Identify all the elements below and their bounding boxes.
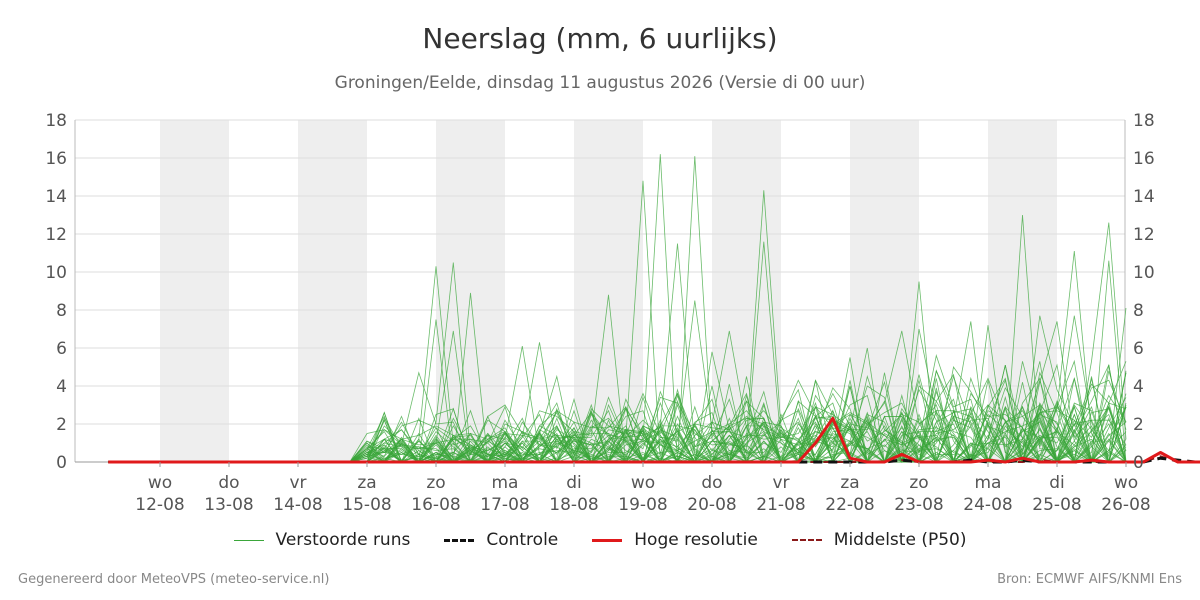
y-tick-right-1: 2 [1133,415,1144,435]
chart-subtitle: Groningen/Eelde, dinsdag 11 augustus 202… [334,73,866,93]
y-tick-right-4: 8 [1133,301,1144,321]
y-tick-left-8: 16 [45,149,67,169]
legend-swatch-control [444,538,475,542]
x-tick-date-2: 14-08 [273,495,322,515]
y-tick-right-7: 14 [1133,187,1155,207]
legend-label-control: Controle [486,530,559,550]
series-line-highres [108,416,1200,464]
shade-band-0 [160,120,229,462]
x-tick-day-5: ma [492,473,519,493]
y-tick-right-9: 18 [1133,111,1155,131]
x-tick-date-7: 19-08 [618,495,667,515]
legend-label-median: Middelste (P50) [833,530,967,550]
shade-band-1 [298,120,367,462]
x-tick-date-14: 26-08 [1101,495,1150,515]
x-tick-date-4: 16-08 [411,495,460,515]
legend-label-highres: Hoge resolutie [634,530,758,550]
x-tick-day-7: wo [631,473,655,493]
x-tick-date-5: 17-08 [480,495,529,515]
y-tick-right-5: 10 [1133,263,1155,283]
y-tick-right-6: 12 [1133,225,1155,245]
x-tick-date-6: 18-08 [549,495,598,515]
x-tick-day-6: di [566,473,582,493]
x-tick-day-11: zo [909,473,928,493]
footer-source: Bron: ECMWF AIFS/KNMI Ens [997,572,1182,587]
footer-generated-by: Gegenereerd door MeteoVPS (meteo-service… [18,572,330,587]
x-tick-date-1: 13-08 [204,495,253,515]
y-tick-left-4: 8 [56,301,67,321]
legend-label-ensemble: Verstoorde runs [275,530,411,550]
y-tick-left-3: 6 [56,339,67,359]
x-tick-day-10: za [840,473,859,493]
x-tick-date-3: 15-08 [342,495,391,515]
legend-item-ensemble[interactable]: Verstoorde runs [233,530,411,550]
y-tick-right-2: 4 [1133,377,1144,397]
x-tick-day-14: wo [1114,473,1138,493]
y-tick-left-5: 10 [45,263,67,283]
shade-band-2 [436,120,505,462]
legend-item-highres[interactable]: Hoge resolutie [592,530,758,550]
x-tick-date-11: 23-08 [894,495,943,515]
x-tick-day-1: do [218,473,239,493]
x-tick-day-12: ma [975,473,1002,493]
y-tick-right-8: 16 [1133,149,1155,169]
x-tick-day-4: zo [426,473,445,493]
main-series [108,416,1200,464]
y-tick-left-6: 12 [45,225,67,245]
x-tick-date-12: 24-08 [963,495,1012,515]
x-tick-date-8: 20-08 [687,495,736,515]
x-tick-day-0: wo [148,473,172,493]
legend-swatch-median [791,539,822,541]
legend-swatch-ensemble [233,539,264,541]
legend: Verstoorde runs Controle Hoge resolutie … [0,530,1200,550]
x-tick-date-0: 12-08 [135,495,184,515]
y-tick-left-2: 4 [56,377,67,397]
legend-item-control[interactable]: Controle [444,530,558,550]
y-tick-right-0: 0 [1133,453,1144,473]
x-tick-day-9: vr [772,473,789,493]
x-tick-day-3: za [357,473,376,493]
x-tick-date-9: 21-08 [756,495,805,515]
y-tick-left-9: 18 [45,111,67,131]
legend-item-median[interactable]: Middelste (P50) [791,530,967,550]
x-tick-date-10: 22-08 [825,495,874,515]
x-tick-day-8: do [701,473,722,493]
x-tick-date-13: 25-08 [1032,495,1081,515]
y-tick-right-3: 6 [1133,339,1144,359]
x-tick-day-13: di [1049,473,1065,493]
y-tick-left-0: 0 [56,453,67,473]
y-tick-left-1: 2 [56,415,67,435]
x-tick-day-2: vr [289,473,306,493]
y-tick-left-7: 14 [45,187,67,207]
chart-title: Neerslag (mm, 6 uurlijks) [422,22,778,55]
legend-swatch-highres [592,538,623,542]
